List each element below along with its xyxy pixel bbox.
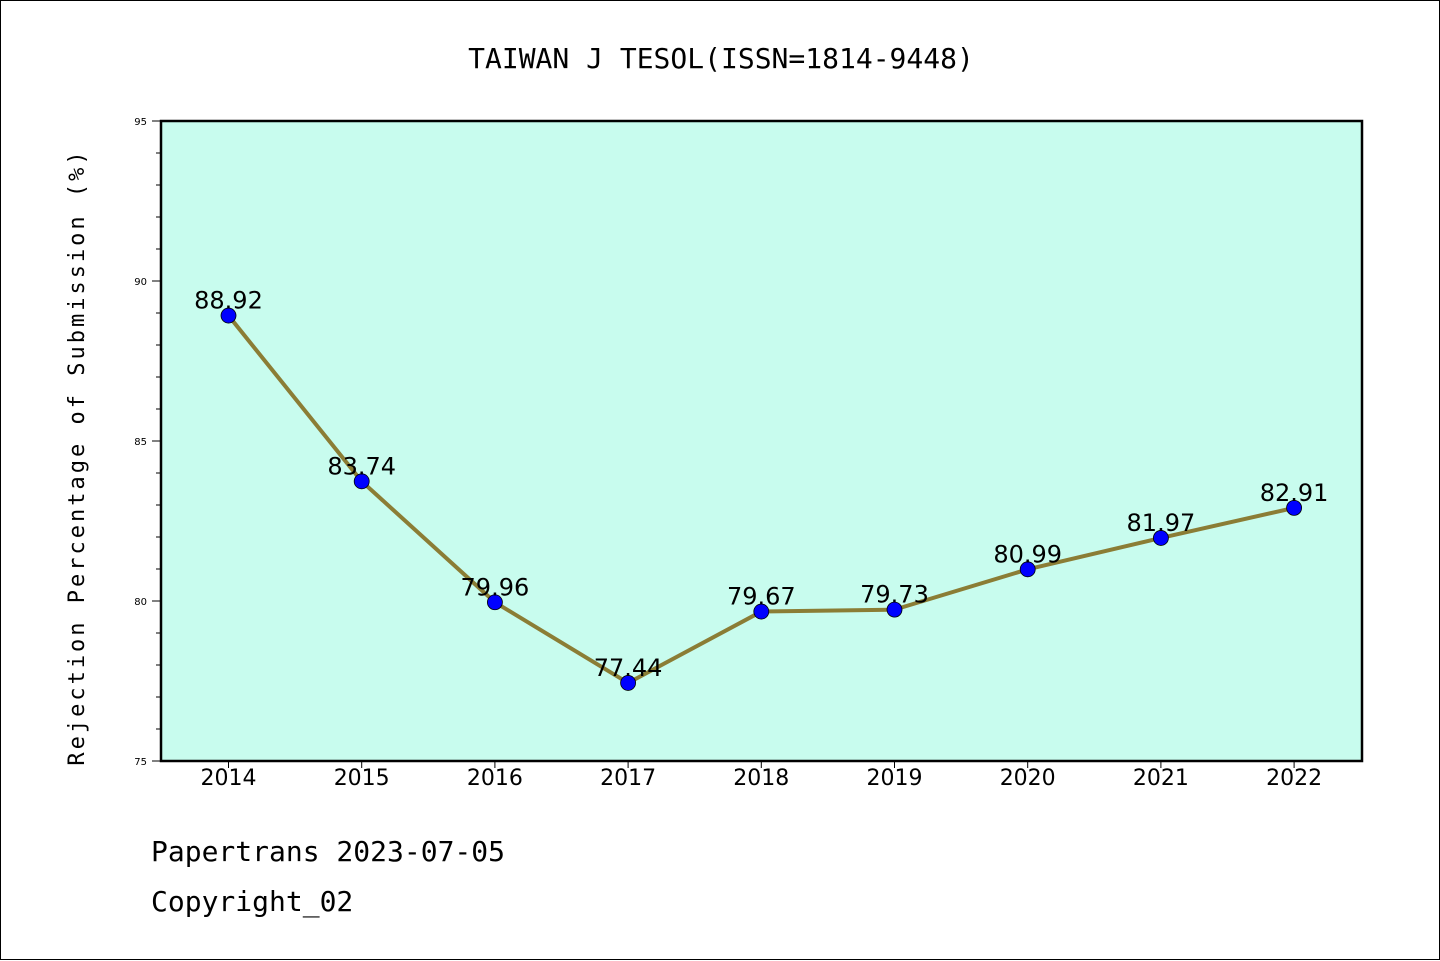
data-label: 79.67 — [727, 583, 796, 611]
data-label: 88.92 — [194, 287, 263, 315]
data-label: 79.96 — [461, 573, 530, 601]
data-points-layer — [220, 307, 1302, 691]
x-tick-label: 2015 — [334, 766, 390, 791]
data-label: 77.44 — [594, 654, 663, 682]
data-point — [1153, 530, 1169, 546]
x-tick-label: 2019 — [867, 766, 923, 791]
data-point — [353, 473, 370, 490]
data-labels-layer: 88.92 83.74 79.96 77.44 79.67 79.73 80.99 81.97… — [194, 287, 1328, 682]
x-tick-label: 2020 — [1000, 766, 1056, 791]
data-point — [620, 675, 636, 691]
plot-border — [159, 119, 1364, 763]
x-tick-label: 2014 — [201, 766, 257, 791]
footer-date: Papertrans 2023-07-05 — [151, 835, 506, 868]
data-point — [886, 601, 903, 618]
data-label: 83.74 — [327, 452, 396, 480]
data-label: 81.97 — [1127, 509, 1196, 537]
axis-ticks: 75 80 85 90 95 2014 2015 2016 2017 2018 2019 2020 20… — [134, 117, 1322, 791]
x-tick-label: 2016 — [467, 766, 523, 791]
plot-area — [161, 121, 1362, 761]
data-point — [486, 594, 503, 611]
chart-title: TAIWAN J TESOL(ISSN=1814-9448) — [468, 42, 974, 75]
x-tick-label: 2022 — [1266, 766, 1322, 791]
data-point — [220, 307, 237, 324]
y-tick-label: 75 — [134, 757, 147, 768]
data-label: 80.99 — [993, 540, 1062, 568]
y-tick-label: 85 — [134, 437, 147, 448]
data-point — [1019, 561, 1036, 578]
data-label: 79.73 — [860, 581, 929, 609]
x-tick-label: 2018 — [733, 766, 789, 791]
x-tick-label: 2017 — [600, 766, 656, 791]
footer-copyright: Copyright_02 — [151, 885, 354, 918]
y-tick-label: 90 — [134, 277, 147, 288]
data-label: 82.91 — [1260, 479, 1329, 507]
y-tick-label: 95 — [134, 117, 147, 128]
data-point — [1286, 499, 1302, 516]
y-axis-label: Rejection Percentage of Submission (%) — [65, 148, 90, 765]
data-point — [753, 603, 770, 620]
y-tick-label: 80 — [134, 597, 147, 608]
x-tick-label: 2021 — [1133, 766, 1189, 791]
